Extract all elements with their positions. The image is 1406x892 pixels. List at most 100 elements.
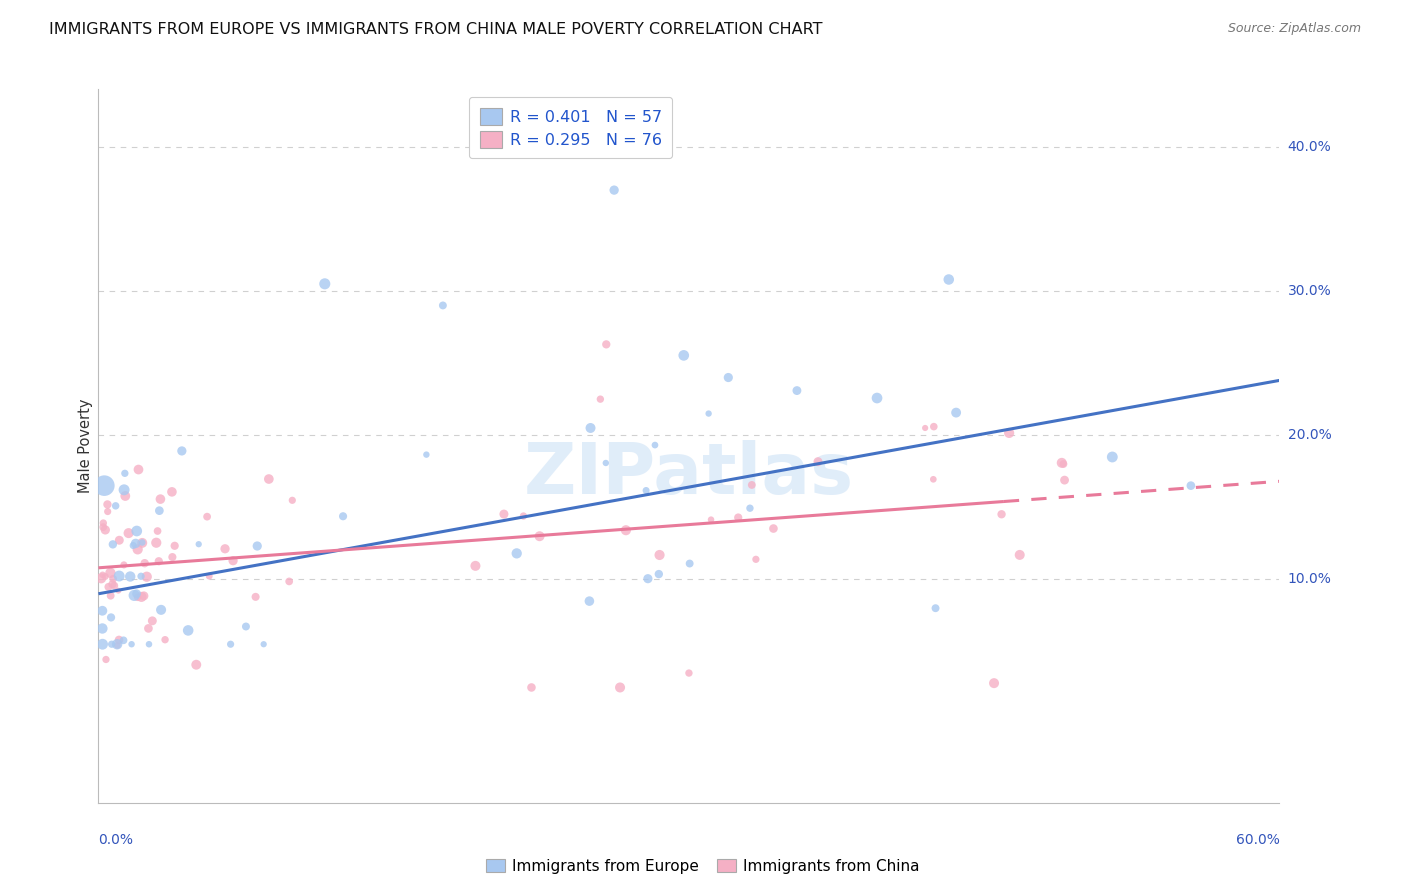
Text: 10.0%: 10.0% — [1288, 573, 1331, 586]
Point — [762, 522, 785, 536]
Point — [983, 676, 1005, 690]
Point — [101, 537, 124, 551]
Point — [112, 558, 135, 572]
Point — [94, 569, 117, 583]
Point — [138, 637, 160, 651]
Point — [679, 557, 702, 571]
Point — [595, 337, 617, 351]
Legend: Immigrants from Europe, Immigrants from China: Immigrants from Europe, Immigrants from … — [479, 853, 927, 880]
Point — [219, 637, 242, 651]
Point — [108, 632, 131, 647]
Point — [529, 529, 551, 543]
Point — [112, 483, 135, 497]
Point — [464, 558, 486, 573]
Text: 0.0%: 0.0% — [98, 833, 134, 847]
Point — [697, 407, 720, 421]
Point — [91, 520, 114, 534]
Point — [738, 501, 761, 516]
Point — [603, 183, 626, 197]
Point — [924, 601, 946, 615]
Point — [135, 570, 157, 584]
Point — [186, 657, 208, 672]
Point — [257, 472, 280, 486]
Point — [94, 523, 117, 537]
Point — [1008, 548, 1031, 562]
Point — [91, 604, 114, 618]
Point — [153, 632, 176, 647]
Point — [125, 524, 148, 538]
Y-axis label: Male Poverty: Male Poverty — [77, 399, 93, 493]
Point — [578, 594, 600, 608]
Point — [107, 583, 129, 598]
Text: 30.0%: 30.0% — [1288, 284, 1331, 298]
Point — [150, 603, 173, 617]
Point — [741, 478, 763, 492]
Text: 40.0%: 40.0% — [1288, 140, 1331, 153]
Point — [195, 509, 218, 524]
Point — [177, 624, 200, 638]
Point — [727, 510, 749, 524]
Point — [122, 539, 145, 553]
Point — [1052, 457, 1074, 471]
Point — [160, 484, 183, 499]
Point — [127, 462, 149, 476]
Point — [235, 619, 257, 633]
Point — [492, 507, 515, 521]
Text: 60.0%: 60.0% — [1236, 833, 1279, 847]
Point — [187, 537, 209, 551]
Point — [1180, 478, 1202, 492]
Point — [100, 610, 122, 624]
Point — [96, 497, 118, 511]
Point — [1101, 450, 1123, 464]
Point — [314, 277, 336, 291]
Point — [146, 524, 169, 538]
Text: ZIPatlas: ZIPatlas — [524, 440, 853, 509]
Point — [131, 536, 153, 550]
Point — [97, 504, 120, 518]
Point — [104, 499, 127, 513]
Point — [595, 456, 617, 470]
Point — [105, 637, 128, 651]
Point — [134, 556, 156, 570]
Point — [700, 513, 723, 527]
Point — [281, 493, 304, 508]
Point — [97, 580, 120, 594]
Point — [717, 370, 740, 384]
Point — [866, 391, 889, 405]
Point — [91, 637, 114, 651]
Point — [101, 577, 124, 591]
Point — [512, 509, 534, 524]
Point — [122, 589, 145, 603]
Point — [131, 590, 153, 604]
Point — [103, 579, 125, 593]
Point — [922, 472, 945, 486]
Point — [998, 425, 1021, 440]
Point — [214, 541, 236, 556]
Point — [278, 574, 301, 589]
Point — [1050, 456, 1073, 470]
Point — [100, 566, 122, 580]
Point — [100, 637, 122, 651]
Point — [121, 637, 143, 651]
Point — [138, 621, 160, 635]
Point — [162, 550, 184, 565]
Legend: R = 0.401   N = 57, R = 0.295   N = 76: R = 0.401 N = 57, R = 0.295 N = 76 — [470, 97, 672, 159]
Point — [131, 535, 153, 549]
Point — [922, 419, 945, 434]
Point — [91, 622, 114, 636]
Point — [149, 492, 172, 507]
Point — [91, 516, 114, 530]
Point — [579, 421, 602, 435]
Point — [198, 569, 221, 583]
Point — [415, 448, 437, 462]
Point — [132, 589, 155, 603]
Point — [125, 587, 148, 601]
Point — [637, 572, 659, 586]
Point — [745, 552, 768, 566]
Point — [678, 666, 700, 681]
Point — [145, 535, 167, 549]
Text: IMMIGRANTS FROM EUROPE VS IMMIGRANTS FROM CHINA MALE POVERTY CORRELATION CHART: IMMIGRANTS FROM EUROPE VS IMMIGRANTS FRO… — [49, 22, 823, 37]
Point — [245, 590, 267, 604]
Point — [589, 392, 612, 406]
Point — [648, 567, 671, 582]
